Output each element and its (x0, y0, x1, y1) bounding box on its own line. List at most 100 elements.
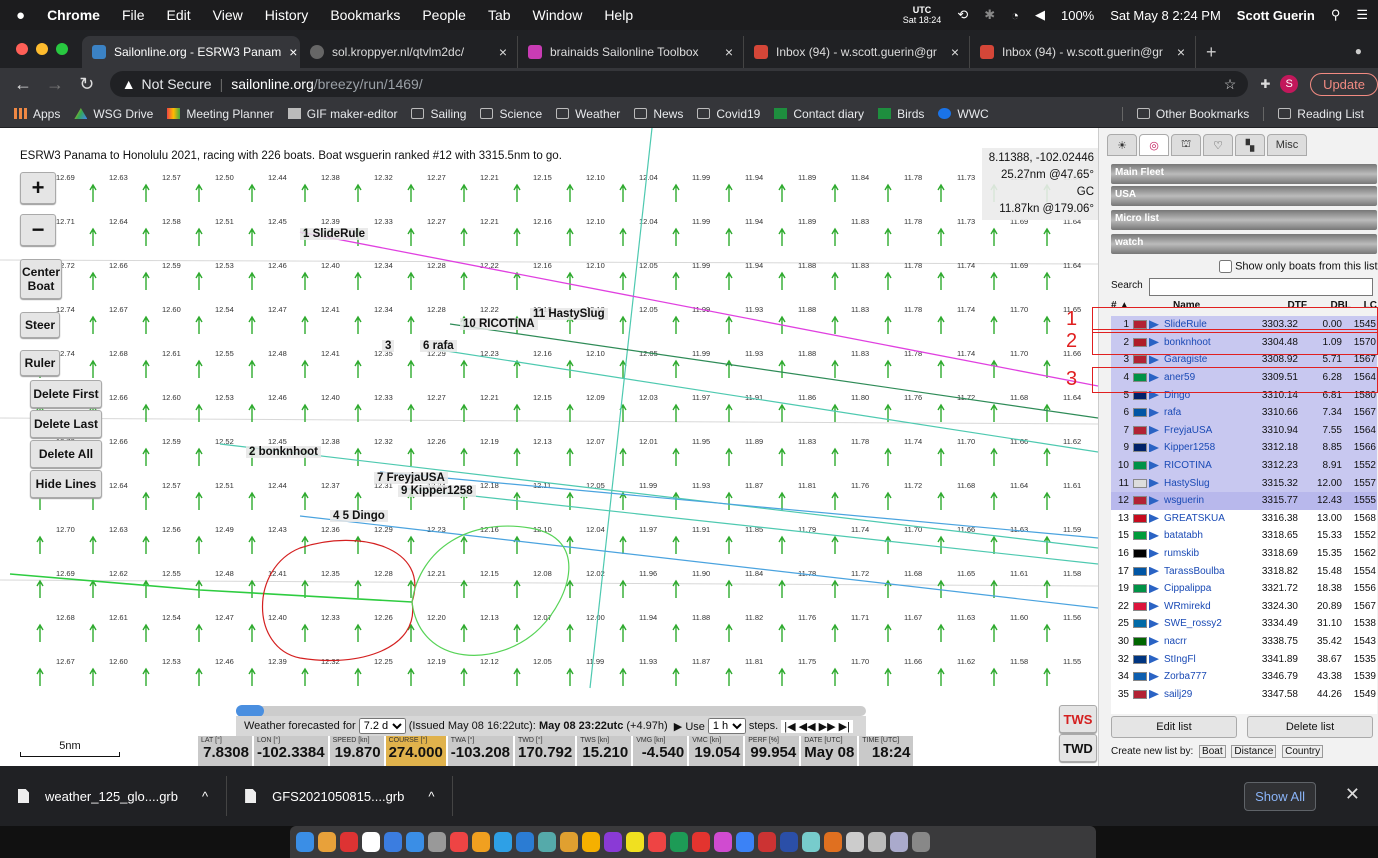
boat-row[interactable]: 9 Kipper1258 3312.18 8.85 1566 (1111, 439, 1377, 457)
tab-sailonline[interactable]: Sailonline.org - ESRW3 Panam × (82, 36, 300, 68)
menu-file[interactable]: File (121, 7, 145, 23)
boat-row[interactable]: 12 wsguerin 3315.77 12.43 1555 (1111, 491, 1377, 510)
step-select[interactable]: 1 h (707, 718, 746, 734)
race-map[interactable]: 12.69 12.63 12.57 12.50 12.44 12.38 12.32 12.27… (0, 128, 1098, 766)
show-all-button[interactable]: Show All (1244, 782, 1316, 811)
col-rank[interactable]: # ▲ (1111, 300, 1130, 311)
boat-label-dingo[interactable]: 4 5 Dingo (330, 510, 388, 522)
zoom-out-button[interactable]: − (20, 214, 56, 246)
boat-row[interactable]: 22 WRmirekd 3324.30 20.89 1567 (1111, 598, 1377, 616)
menu-history[interactable]: History (264, 7, 309, 23)
boat-label-ricotina[interactable]: 10 RICOTINA (460, 318, 538, 330)
dock-app-icon[interactable] (560, 832, 578, 852)
dock-app-icon[interactable] (802, 832, 820, 852)
tab-search-icon[interactable]: ● (1354, 44, 1362, 58)
boat-row[interactable]: 30 nacrr 3338.75 35.42 1543 (1111, 633, 1377, 651)
dock-app-icon[interactable] (406, 832, 424, 852)
boat-row[interactable]: 10 RICOTINA 3312.23 8.91 1552 (1111, 456, 1377, 475)
tab-inbox-1[interactable]: Inbox (94) - w.scott.guerin@gr × (744, 36, 970, 68)
boat-row[interactable]: 15 batatabh 3318.65 15.33 1552 (1111, 527, 1377, 545)
new-tab-button[interactable]: + (1206, 41, 1217, 62)
col-dtf[interactable]: DTF (1287, 300, 1307, 311)
bookmark-folder-covid19[interactable]: Covid19 (697, 107, 760, 121)
create-by-distance-button[interactable]: Distance (1231, 745, 1277, 758)
bookmark-folder-news[interactable]: News (634, 107, 683, 121)
boat-label-hastyslug[interactable]: 11 HastySlug (530, 308, 608, 320)
dock-app-icon[interactable] (384, 832, 402, 852)
tab-chat-icon[interactable]: ♡ (1203, 134, 1233, 156)
center-boat-button[interactable]: Center Boat (20, 259, 62, 299)
dock-app-icon[interactable] (912, 832, 930, 852)
bookmark-folder-science[interactable]: Science (480, 107, 542, 121)
clock[interactable]: Sat May 8 2:24 PM (1110, 7, 1221, 23)
chevron-up-icon[interactable]: ^ (428, 788, 435, 804)
col-name[interactable]: Name (1173, 300, 1201, 311)
minimize-window-button[interactable] (36, 43, 48, 55)
menu-bookmarks[interactable]: Bookmarks (330, 7, 401, 23)
ruler-button[interactable]: Ruler (20, 350, 60, 376)
close-tab-icon[interactable]: × (498, 44, 507, 60)
dock-app-icon[interactable] (582, 832, 600, 852)
tab-misc[interactable]: Misc (1267, 134, 1307, 156)
time-slider-handle[interactable] (236, 705, 264, 717)
boat-row[interactable]: 17 TarassBoulba 3318.82 15.48 1554 (1111, 562, 1377, 580)
forecast-range-select[interactable]: 7.2 d (358, 718, 406, 734)
delete-first-button[interactable]: Delete First (30, 380, 102, 408)
zoom-in-button[interactable]: + (20, 172, 56, 204)
boat-row[interactable]: 25 SWE_rossy2 3334.49 31.10 1538 (1111, 615, 1377, 633)
dock-app-icon[interactable] (648, 832, 666, 852)
tab-inbox-2[interactable]: Inbox (94) - w.scott.guerin@gr × (970, 36, 1196, 68)
dock-app-icon[interactable] (516, 832, 534, 852)
menu-edit[interactable]: Edit (166, 7, 191, 23)
bookmark-reading-list[interactable]: Reading List (1263, 106, 1364, 121)
col-lc[interactable]: LC (1363, 300, 1377, 311)
bookmark-folder-weather[interactable]: Weather (556, 107, 620, 121)
close-tab-icon[interactable]: × (724, 44, 733, 60)
dock-app-icon[interactable] (538, 832, 556, 852)
dock-app-icon[interactable] (890, 832, 908, 852)
menu-help[interactable]: Help (604, 7, 634, 23)
boat-row[interactable]: 4 aner59 3309.51 6.28 1564 (1111, 368, 1377, 387)
download-item[interactable]: weather_125_glo....grb ^ (0, 776, 228, 816)
dock-app-icon[interactable] (714, 832, 732, 852)
boat-row[interactable]: 35 sailj29 3347.58 44.26 1549 (1111, 685, 1377, 703)
bookmark-apps[interactable]: Apps (14, 107, 60, 121)
update-button[interactable]: Update (1310, 72, 1378, 96)
boat-row[interactable]: 2 bonknhoot 3304.48 1.09 1570 (1111, 333, 1377, 352)
apple-menu-icon[interactable]: ● (16, 6, 26, 24)
address-bar[interactable]: ▲ Not Secure | sailonline.org/breezy/run… (109, 71, 1249, 97)
boat-row[interactable]: 34 Zorba777 3346.79 43.38 1539 (1111, 668, 1377, 686)
hide-lines-button[interactable]: Hide Lines (30, 470, 102, 498)
twd-button[interactable]: TWD (1059, 734, 1097, 762)
reload-icon[interactable]: ↻ (79, 73, 95, 94)
extensions-icon[interactable]: ✚ (1260, 77, 1271, 91)
dock-app-icon[interactable] (758, 832, 776, 852)
close-icon[interactable]: ✕ (1344, 784, 1360, 804)
zoom-window-button[interactable] (56, 43, 68, 55)
dock-app-icon[interactable] (868, 832, 886, 852)
wifi-icon[interactable]: ◔ (1011, 7, 1019, 23)
dock-app-icon[interactable] (670, 832, 688, 852)
bookmark-other[interactable]: Other Bookmarks (1121, 106, 1249, 121)
dock-app-icon[interactable] (472, 832, 490, 852)
chevron-up-icon[interactable]: ^ (201, 788, 209, 804)
app-menu[interactable]: Chrome (47, 7, 100, 23)
boat-label-freyjausa[interactable]: 7 FreyjaUSA (374, 472, 448, 484)
col-dbl[interactable]: DBL (1330, 300, 1351, 311)
forward-icon[interactable]: → (46, 73, 64, 94)
volume-icon[interactable]: ◀ (1034, 7, 1045, 22)
dock-app-icon[interactable] (824, 832, 842, 852)
boat-row[interactable]: 7 FreyjaUSA 3310.94 7.55 1564 (1111, 421, 1377, 440)
create-by-country-button[interactable]: Country (1282, 745, 1324, 758)
bookmark-contact-diary[interactable]: Contact diary (774, 107, 864, 121)
close-window-button[interactable] (16, 43, 28, 55)
boat-row[interactable]: 5 Dingo 3310.14 6.81 1580 (1111, 386, 1377, 404)
tab-brainaids[interactable]: brainaids Sailonline Toolbox × (518, 36, 744, 68)
bookmark-gif-maker[interactable]: GIF maker-editor (287, 107, 397, 121)
edit-list-button[interactable]: Edit list (1111, 716, 1237, 738)
time-slider[interactable] (236, 706, 866, 716)
boat-label-bonknhoot[interactable]: 2 bonknhoot (246, 446, 321, 458)
dock-app-icon[interactable] (318, 832, 336, 852)
menu-view[interactable]: View (212, 7, 243, 23)
fleet-watch[interactable]: watch (1111, 234, 1377, 254)
